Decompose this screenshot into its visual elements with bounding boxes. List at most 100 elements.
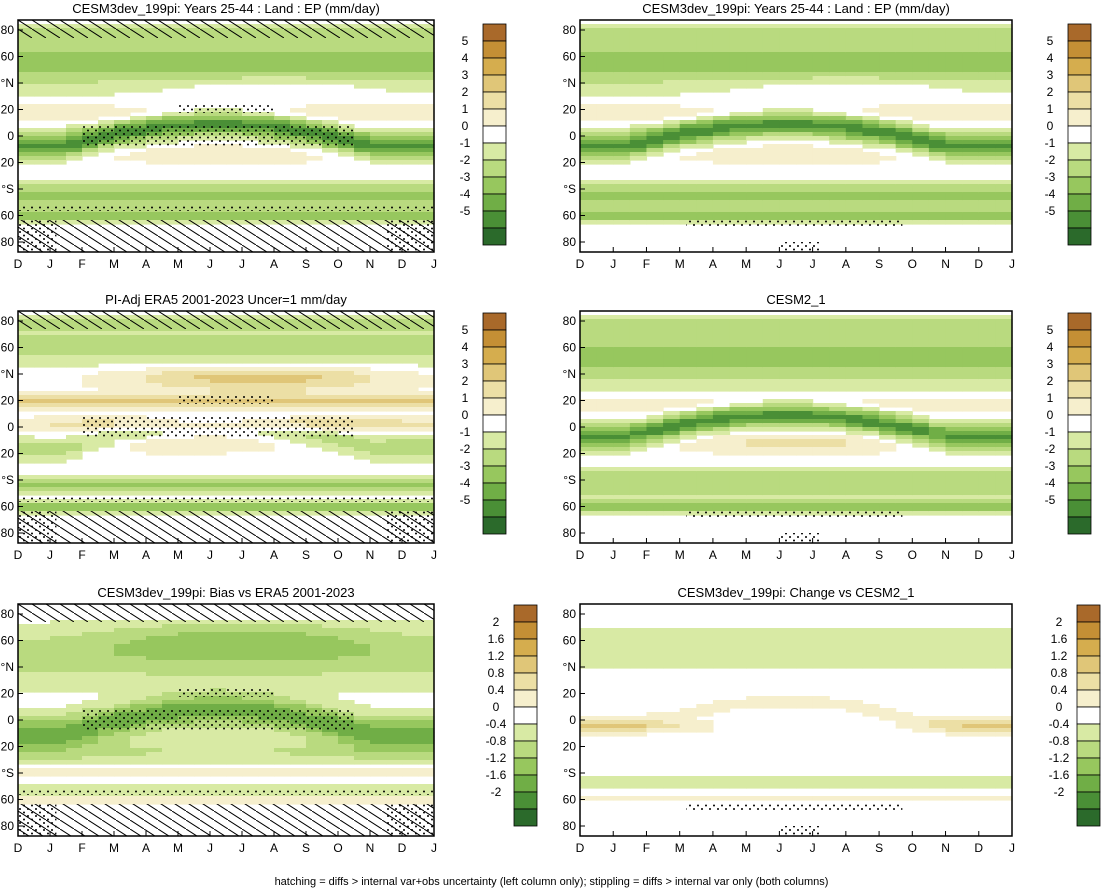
heatmap-cell — [50, 188, 67, 193]
heatmap-cell — [629, 387, 648, 392]
heatmap-cell — [779, 487, 797, 492]
heatmap-cell — [712, 132, 731, 137]
heatmap-cell — [66, 44, 83, 49]
heatmap-cell — [580, 36, 598, 41]
heatmap-cell — [978, 423, 996, 428]
colorbar-box — [1067, 363, 1092, 382]
heatmap-cell — [746, 28, 764, 33]
heatmap-cell — [928, 104, 947, 109]
x-tick-label: M — [173, 548, 183, 562]
heatmap-cell — [779, 192, 797, 197]
heatmap-cell — [613, 116, 631, 121]
heatmap-cell — [162, 76, 179, 81]
heatmap-cell — [306, 120, 323, 125]
heatmap-cell — [879, 208, 897, 213]
heatmap-cell — [66, 668, 83, 673]
heatmap-cell — [242, 200, 259, 205]
heatmap-cell — [338, 80, 355, 85]
colorbar-label: 4 — [462, 340, 469, 354]
heatmap-cell — [613, 483, 631, 488]
heatmap-cell — [338, 331, 355, 336]
heatmap-cell — [98, 371, 115, 376]
heatmap-cell — [696, 427, 714, 432]
heatmap-cell — [178, 628, 195, 633]
heatmap-cell — [945, 371, 963, 376]
heatmap-cell — [162, 740, 179, 745]
heatmap-cell — [663, 419, 681, 424]
heatmap-cell — [596, 108, 614, 113]
heatmap-cell — [945, 56, 963, 61]
heatmap-cell — [130, 656, 147, 661]
heatmap-cell — [912, 435, 930, 440]
heatmap-cell — [663, 323, 681, 328]
y-tick-label: °N — [1, 367, 14, 381]
heatmap-cell — [978, 216, 996, 221]
heatmap-cell — [829, 80, 847, 85]
heatmap-cell — [663, 204, 681, 209]
heatmap-cell — [274, 339, 291, 344]
heatmap-cell — [829, 387, 847, 392]
heatmap-cell — [50, 423, 67, 428]
heatmap-cell — [978, 52, 996, 57]
heatmap-cell — [146, 339, 163, 344]
heatmap-cell — [796, 427, 814, 432]
heatmap-cell — [194, 664, 211, 669]
heatmap-cell — [338, 343, 355, 348]
heatmap-cell — [226, 403, 243, 408]
heatmap-cell — [663, 315, 681, 320]
colorbar-label: -3 — [1045, 170, 1056, 184]
heatmap-cell — [258, 475, 275, 480]
heatmap-cell — [779, 323, 797, 328]
heatmap-cell — [646, 379, 664, 384]
heatmap-cell — [18, 680, 35, 685]
heatmap-cell — [762, 451, 780, 456]
heatmap-cell — [338, 56, 355, 61]
heatmap-cell — [746, 407, 764, 412]
heatmap-cell — [829, 351, 847, 356]
heatmap-cell — [418, 427, 435, 432]
heatmap-cell — [829, 415, 847, 420]
heatmap-cell — [712, 363, 731, 368]
heatmap-cell — [646, 132, 664, 137]
y-tick-label: 60 — [1, 209, 15, 223]
heatmap-cell — [729, 327, 747, 332]
heatmap-cell — [306, 331, 323, 336]
heatmap-cell — [210, 76, 227, 81]
heatmap-cell — [845, 60, 864, 65]
heatmap-cell — [962, 407, 980, 412]
heatmap-cell — [895, 319, 913, 324]
heatmap-cell — [82, 351, 99, 356]
heatmap-cell — [402, 104, 419, 109]
heatmap-cell — [796, 343, 814, 348]
heatmap-cell — [354, 371, 371, 376]
heatmap-cell — [895, 132, 913, 137]
heatmap-cell — [18, 335, 35, 340]
heatmap-cell — [162, 359, 179, 364]
heatmap-cell — [962, 136, 980, 141]
heatmap-cell — [862, 319, 880, 324]
heatmap-cell — [729, 339, 747, 344]
heatmap-cell — [242, 439, 259, 444]
heatmap-cell — [746, 495, 764, 500]
heatmap-cell — [274, 192, 291, 197]
heatmap-cell — [978, 327, 996, 332]
heatmap-cell — [762, 415, 780, 420]
heatmap-cell — [130, 668, 147, 673]
heatmap-cell — [596, 92, 614, 97]
heatmap-cell — [613, 343, 631, 348]
heatmap-cell — [50, 756, 67, 761]
heatmap-cell — [34, 140, 51, 145]
heatmap-cell — [66, 423, 83, 428]
heatmap-cell — [812, 419, 830, 424]
heatmap-cell — [596, 507, 614, 512]
heatmap-cell — [34, 192, 51, 197]
heatmap-cell — [596, 220, 614, 225]
heatmap-cell — [338, 48, 355, 53]
heatmap-cell — [18, 44, 35, 49]
heatmap-cell — [130, 120, 147, 125]
heatmap-cell — [98, 391, 115, 396]
heatmap-cell — [995, 28, 1013, 33]
heatmap-cell — [402, 355, 419, 360]
heatmap-cell — [322, 120, 339, 125]
heatmap-cell — [829, 128, 847, 133]
